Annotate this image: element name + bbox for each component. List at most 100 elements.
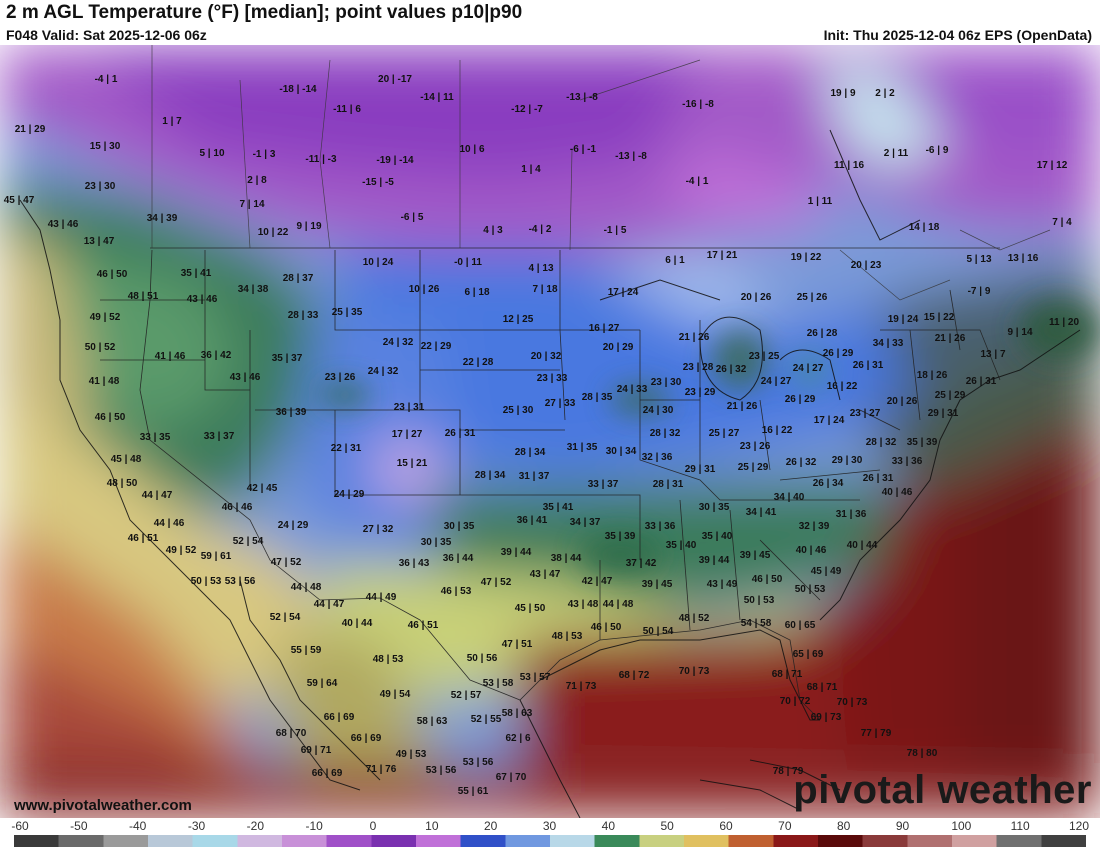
point-value: 13 | 16: [1008, 253, 1039, 264]
point-value: 50 | 52: [85, 342, 116, 353]
point-value: -6 | 9: [926, 145, 949, 156]
point-value: 21 | 26: [935, 333, 966, 344]
point-value: 9 | 19: [296, 221, 321, 232]
point-value: -1 | 3: [253, 149, 276, 160]
point-value: -6 | -1: [570, 144, 597, 155]
color-scale: -60 -50 -40 -30 -20 -10 0 10 20 30 40 50 60 70 80 90 100…: [0, 818, 1100, 850]
point-value: 48 | 51: [128, 291, 159, 302]
point-value: 46 | 50: [97, 269, 128, 280]
temperature-map[interactable]: -4 | 1 -18 | -14 20 | -17 -14 | 11 -11 | 6 -1…: [0, 45, 1100, 818]
point-value: -14 | 11: [420, 92, 454, 103]
point-value: 52 | 54: [233, 536, 264, 547]
point-value: 44 | 47: [142, 490, 173, 501]
point-value: 47 | 52: [271, 557, 302, 568]
point-value: 49 | 52: [166, 545, 197, 556]
point-value: 30 | 35: [699, 502, 730, 513]
point-value: 20 | 29: [603, 342, 634, 353]
color-scale-tick: 20: [483, 819, 498, 833]
point-value: 44 | 47: [314, 599, 345, 610]
color-scale-tick: 80: [836, 819, 851, 833]
point-value: 48 | 53: [373, 654, 404, 665]
point-value: -11 | -3: [305, 154, 337, 165]
point-value: 26 | 31: [966, 376, 997, 387]
point-value: 71 | 73: [566, 681, 597, 692]
point-value: 42 | 45: [247, 483, 278, 494]
point-value: -4 | 2: [529, 224, 552, 235]
point-value: 2 | 2: [875, 88, 895, 99]
point-value: 4 | 3: [483, 225, 503, 236]
point-value: 28 | 37: [283, 273, 314, 284]
point-value: 19 | 24: [888, 314, 919, 325]
point-value: -6 | 5: [401, 212, 424, 223]
point-value: 36 | 42: [201, 350, 232, 361]
pivotal-weather-watermark: pivotal weather: [793, 768, 1092, 812]
point-value: 26 | 32: [716, 364, 747, 375]
color-scale-tick: 0: [369, 819, 377, 833]
point-value: 20 | 26: [887, 396, 918, 407]
point-value: -11 | 6: [333, 104, 361, 115]
point-value: 18 | 26: [917, 370, 948, 381]
point-value: 23 | 25: [749, 351, 780, 362]
point-value: 35 | 39: [907, 437, 938, 448]
point-value: 25 | 26: [797, 292, 828, 303]
point-value: 35 | 37: [272, 353, 303, 364]
point-value: 25 | 27: [709, 428, 740, 439]
valid-time: F048 Valid: Sat 2025-12-06 06z: [6, 27, 207, 43]
point-value: 35 | 40: [666, 540, 697, 551]
point-value: 22 | 31: [331, 443, 362, 454]
point-value: 70 | 73: [679, 666, 710, 677]
point-value: 23 | 27: [850, 408, 881, 419]
point-value: 15 | 30: [90, 141, 121, 152]
point-value: 11 | 16: [834, 160, 864, 171]
point-value: 33 | 37: [588, 479, 619, 490]
point-value: 24 | 32: [368, 366, 399, 377]
point-value: 44 | 49: [366, 592, 397, 603]
site-url[interactable]: www.pivotalweather.com: [14, 797, 192, 814]
point-value: 17 | 24: [814, 415, 845, 426]
point-value: 26 | 29: [823, 348, 854, 359]
color-scale-tick: 90: [895, 819, 910, 833]
point-value: 47 | 51: [502, 639, 533, 650]
point-value: 20 | 26: [741, 292, 772, 303]
point-value: 13 | 47: [84, 236, 115, 247]
point-value: 55 | 61: [458, 786, 489, 797]
point-value: 53 | 58: [483, 678, 514, 689]
point-value: 6 | 1: [665, 255, 685, 266]
color-scale-tick: 10: [425, 819, 439, 833]
point-value: 33 | 36: [892, 456, 923, 467]
point-value: 45 | 47: [4, 195, 35, 206]
point-value: 65 | 69: [793, 649, 824, 660]
point-value: 52 | 54: [270, 612, 301, 623]
point-value: 26 | 34: [813, 478, 844, 489]
color-scale-tick: 40: [601, 819, 616, 833]
point-value: 39 | 44: [501, 547, 532, 558]
point-value: 33 | 37: [204, 431, 235, 442]
point-value: 50 | 54: [643, 626, 674, 637]
point-value: 28 | 34: [515, 447, 546, 458]
state-boundaries: [100, 247, 1001, 721]
point-value: 30 | 34: [606, 446, 637, 457]
point-value: 32 | 36: [642, 452, 673, 463]
point-value: 66 | 69: [351, 733, 382, 744]
point-value: 17 | 21: [707, 250, 738, 261]
point-value: 1 | 11: [808, 196, 833, 207]
point-value: 40 | 44: [342, 618, 373, 629]
point-value: 16 | 27: [589, 323, 620, 334]
point-value: 26 | 29: [785, 394, 816, 405]
point-value: 36 | 41: [517, 515, 548, 526]
point-value: 17 | 24: [608, 287, 639, 298]
point-value: 9 | 14: [1007, 327, 1032, 338]
point-value: 35 | 41: [181, 268, 212, 279]
point-value: 53 | 56: [426, 765, 457, 776]
point-value: 46 | 50: [752, 574, 783, 585]
point-value: 49 | 53: [396, 749, 427, 760]
point-value: 11 | 20: [1049, 317, 1079, 328]
color-scale-tick: 100: [951, 819, 972, 833]
point-value: 23 | 26: [325, 372, 356, 383]
point-value: 21 | 26: [679, 332, 710, 343]
point-value: 23 | 26: [740, 441, 771, 452]
point-value: 6 | 18: [464, 287, 489, 298]
point-value: 25 | 29: [738, 462, 769, 473]
color-scale-bar: [14, 835, 1086, 847]
point-value: -4 | 1: [95, 74, 118, 85]
